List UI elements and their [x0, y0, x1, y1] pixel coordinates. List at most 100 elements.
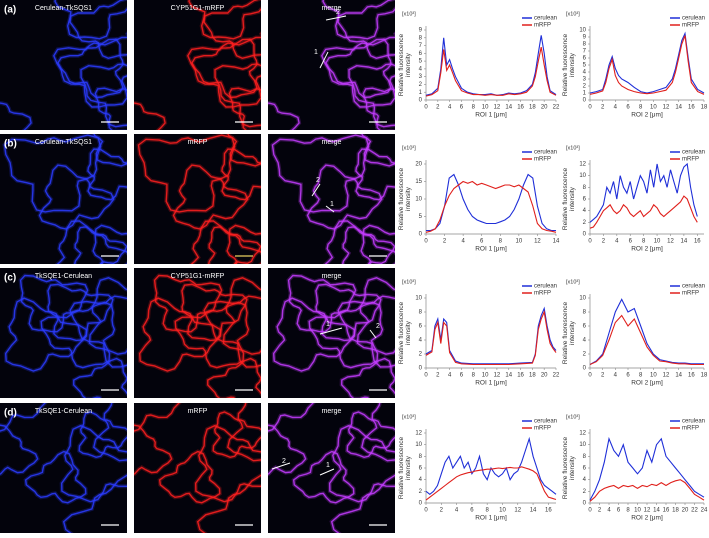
y-tick-label: 12 — [579, 162, 586, 168]
legend-label: cerulean — [534, 419, 557, 425]
image-title: merge — [322, 139, 342, 146]
cell-outlines — [268, 403, 395, 533]
x-tick-label: 12 — [644, 508, 651, 514]
roi-label: 1 — [330, 201, 334, 208]
x-tick-label: 14 — [653, 508, 660, 514]
cell-wall — [74, 226, 127, 264]
y-tick-label: 6 — [583, 324, 587, 330]
panel-label: (d) — [4, 408, 17, 419]
y-tick-label: 0 — [419, 366, 423, 372]
y-tick-label: 10 — [579, 296, 586, 302]
micrograph: merge 1 2 — [268, 134, 395, 264]
y-axis-label: Relative fluorescence intensity — [562, 167, 576, 231]
y-tick-label: 0 — [583, 98, 587, 104]
x-tick-label: 0 — [588, 508, 592, 514]
multiplier: [x10³] — [566, 11, 580, 17]
x-tick-label: 16 — [694, 239, 701, 245]
roi-label: 2 — [282, 458, 286, 465]
image-title: merge — [322, 273, 342, 280]
y-tick-label: 6 — [583, 466, 587, 472]
image-background — [134, 403, 261, 533]
micrograph: mRFP — [134, 134, 261, 264]
x-tick-label: 10 — [516, 239, 523, 245]
cell-wall — [134, 424, 173, 475]
x-tick-label: 0 — [588, 239, 592, 245]
cell-wall — [355, 148, 395, 201]
roi-label: 2 — [336, 9, 340, 16]
cell-wall — [40, 301, 116, 369]
y-axis-label: Relative fluorescence intensity — [398, 436, 412, 500]
y-tick-label: 4 — [419, 66, 423, 72]
x-axis-label: ROI 1 [μm] — [475, 246, 507, 253]
cell-wall — [47, 283, 114, 342]
y-axis-label-text: Relative fluorescence intensity — [398, 436, 412, 500]
x-tick-label: 6 — [460, 105, 464, 111]
cell-outlines — [134, 0, 261, 130]
x-axis-label: ROI 2 [μm] — [631, 380, 663, 387]
cell-wall — [306, 164, 383, 230]
y-tick-label: 4 — [419, 477, 423, 483]
roi-line — [369, 329, 377, 339]
multiplier: [x10³] — [402, 145, 416, 151]
y-tick-label: 8 — [419, 35, 423, 41]
x-tick-label: 2 — [440, 508, 444, 514]
y-axis-label-text: Relative fluorescence intensity — [562, 33, 576, 97]
cell-wall — [340, 357, 395, 398]
image-background — [134, 268, 261, 398]
x-tick-label: 6 — [626, 105, 630, 111]
cell-wall — [62, 474, 127, 533]
x-tick-label: 6 — [626, 373, 630, 379]
cell-wall — [268, 403, 314, 432]
roi-label: 2 — [316, 177, 320, 184]
x-tick-label: 4 — [461, 239, 465, 245]
x-tick-label: 22 — [553, 373, 560, 379]
y-axis-label-text: Relative fluorescence intensity — [398, 33, 412, 97]
legend-label: cerulean — [682, 284, 705, 290]
cell-wall — [322, 0, 395, 40]
multiplier: [x10³] — [566, 279, 580, 285]
series-line — [589, 479, 705, 502]
y-tick-label: 20 — [415, 162, 422, 168]
micrograph: TkSQE1-Cerulean — [0, 268, 127, 398]
cell-wall — [356, 277, 395, 355]
image-title: Cerulean-TkSQS1 — [35, 139, 92, 146]
multiplier: [x10³] — [402, 279, 416, 285]
cell-wall — [188, 0, 261, 40]
y-axis-label-text: Relative fluorescence intensity — [562, 167, 576, 231]
cell-wall — [190, 220, 261, 264]
image-title: mRFP — [188, 139, 208, 146]
cell-wall — [292, 450, 355, 504]
y-tick-label: 2 — [583, 489, 587, 495]
cell-wall — [134, 403, 180, 432]
x-tick-label: 8 — [642, 239, 646, 245]
series-line — [425, 35, 557, 96]
cell-wall — [3, 134, 102, 213]
x-tick-label: 10 — [499, 508, 506, 514]
micrograph: CYP51G1-mRFP — [134, 0, 261, 130]
cell-wall — [56, 220, 127, 264]
y-tick-label: 1 — [583, 91, 587, 97]
cell-wall — [54, 0, 127, 40]
legend-label: mRFP — [534, 291, 551, 297]
cell-wall — [221, 148, 261, 201]
cell-wall — [4, 297, 88, 372]
cell-wall — [0, 424, 39, 475]
image-title: CYP51G1-mRFP — [171, 273, 225, 280]
micrograph: TkSQE1-Cerulean — [0, 403, 127, 533]
y-tick-label: 10 — [415, 442, 422, 448]
x-tick-label: 14 — [530, 508, 537, 514]
panel-label: (b) — [4, 139, 17, 150]
y-tick-label: 10 — [579, 173, 586, 179]
y-axis-label: Relative fluorescence intensity — [562, 33, 576, 97]
x-axis-label: ROI 1 [μm] — [475, 380, 507, 387]
legend-label: mRFP — [534, 157, 551, 163]
x-tick-label: 4 — [607, 508, 611, 514]
micrograph: merge 1 2 — [268, 268, 395, 398]
x-tick-label: 20 — [682, 508, 689, 514]
image-title: TkSQE1-Cerulean — [35, 408, 92, 415]
x-tick-label: 8 — [486, 508, 490, 514]
cell-wall — [337, 0, 395, 60]
legend-label: cerulean — [682, 16, 705, 22]
cell-wall — [208, 226, 261, 264]
legend-label: cerulean — [534, 150, 557, 156]
